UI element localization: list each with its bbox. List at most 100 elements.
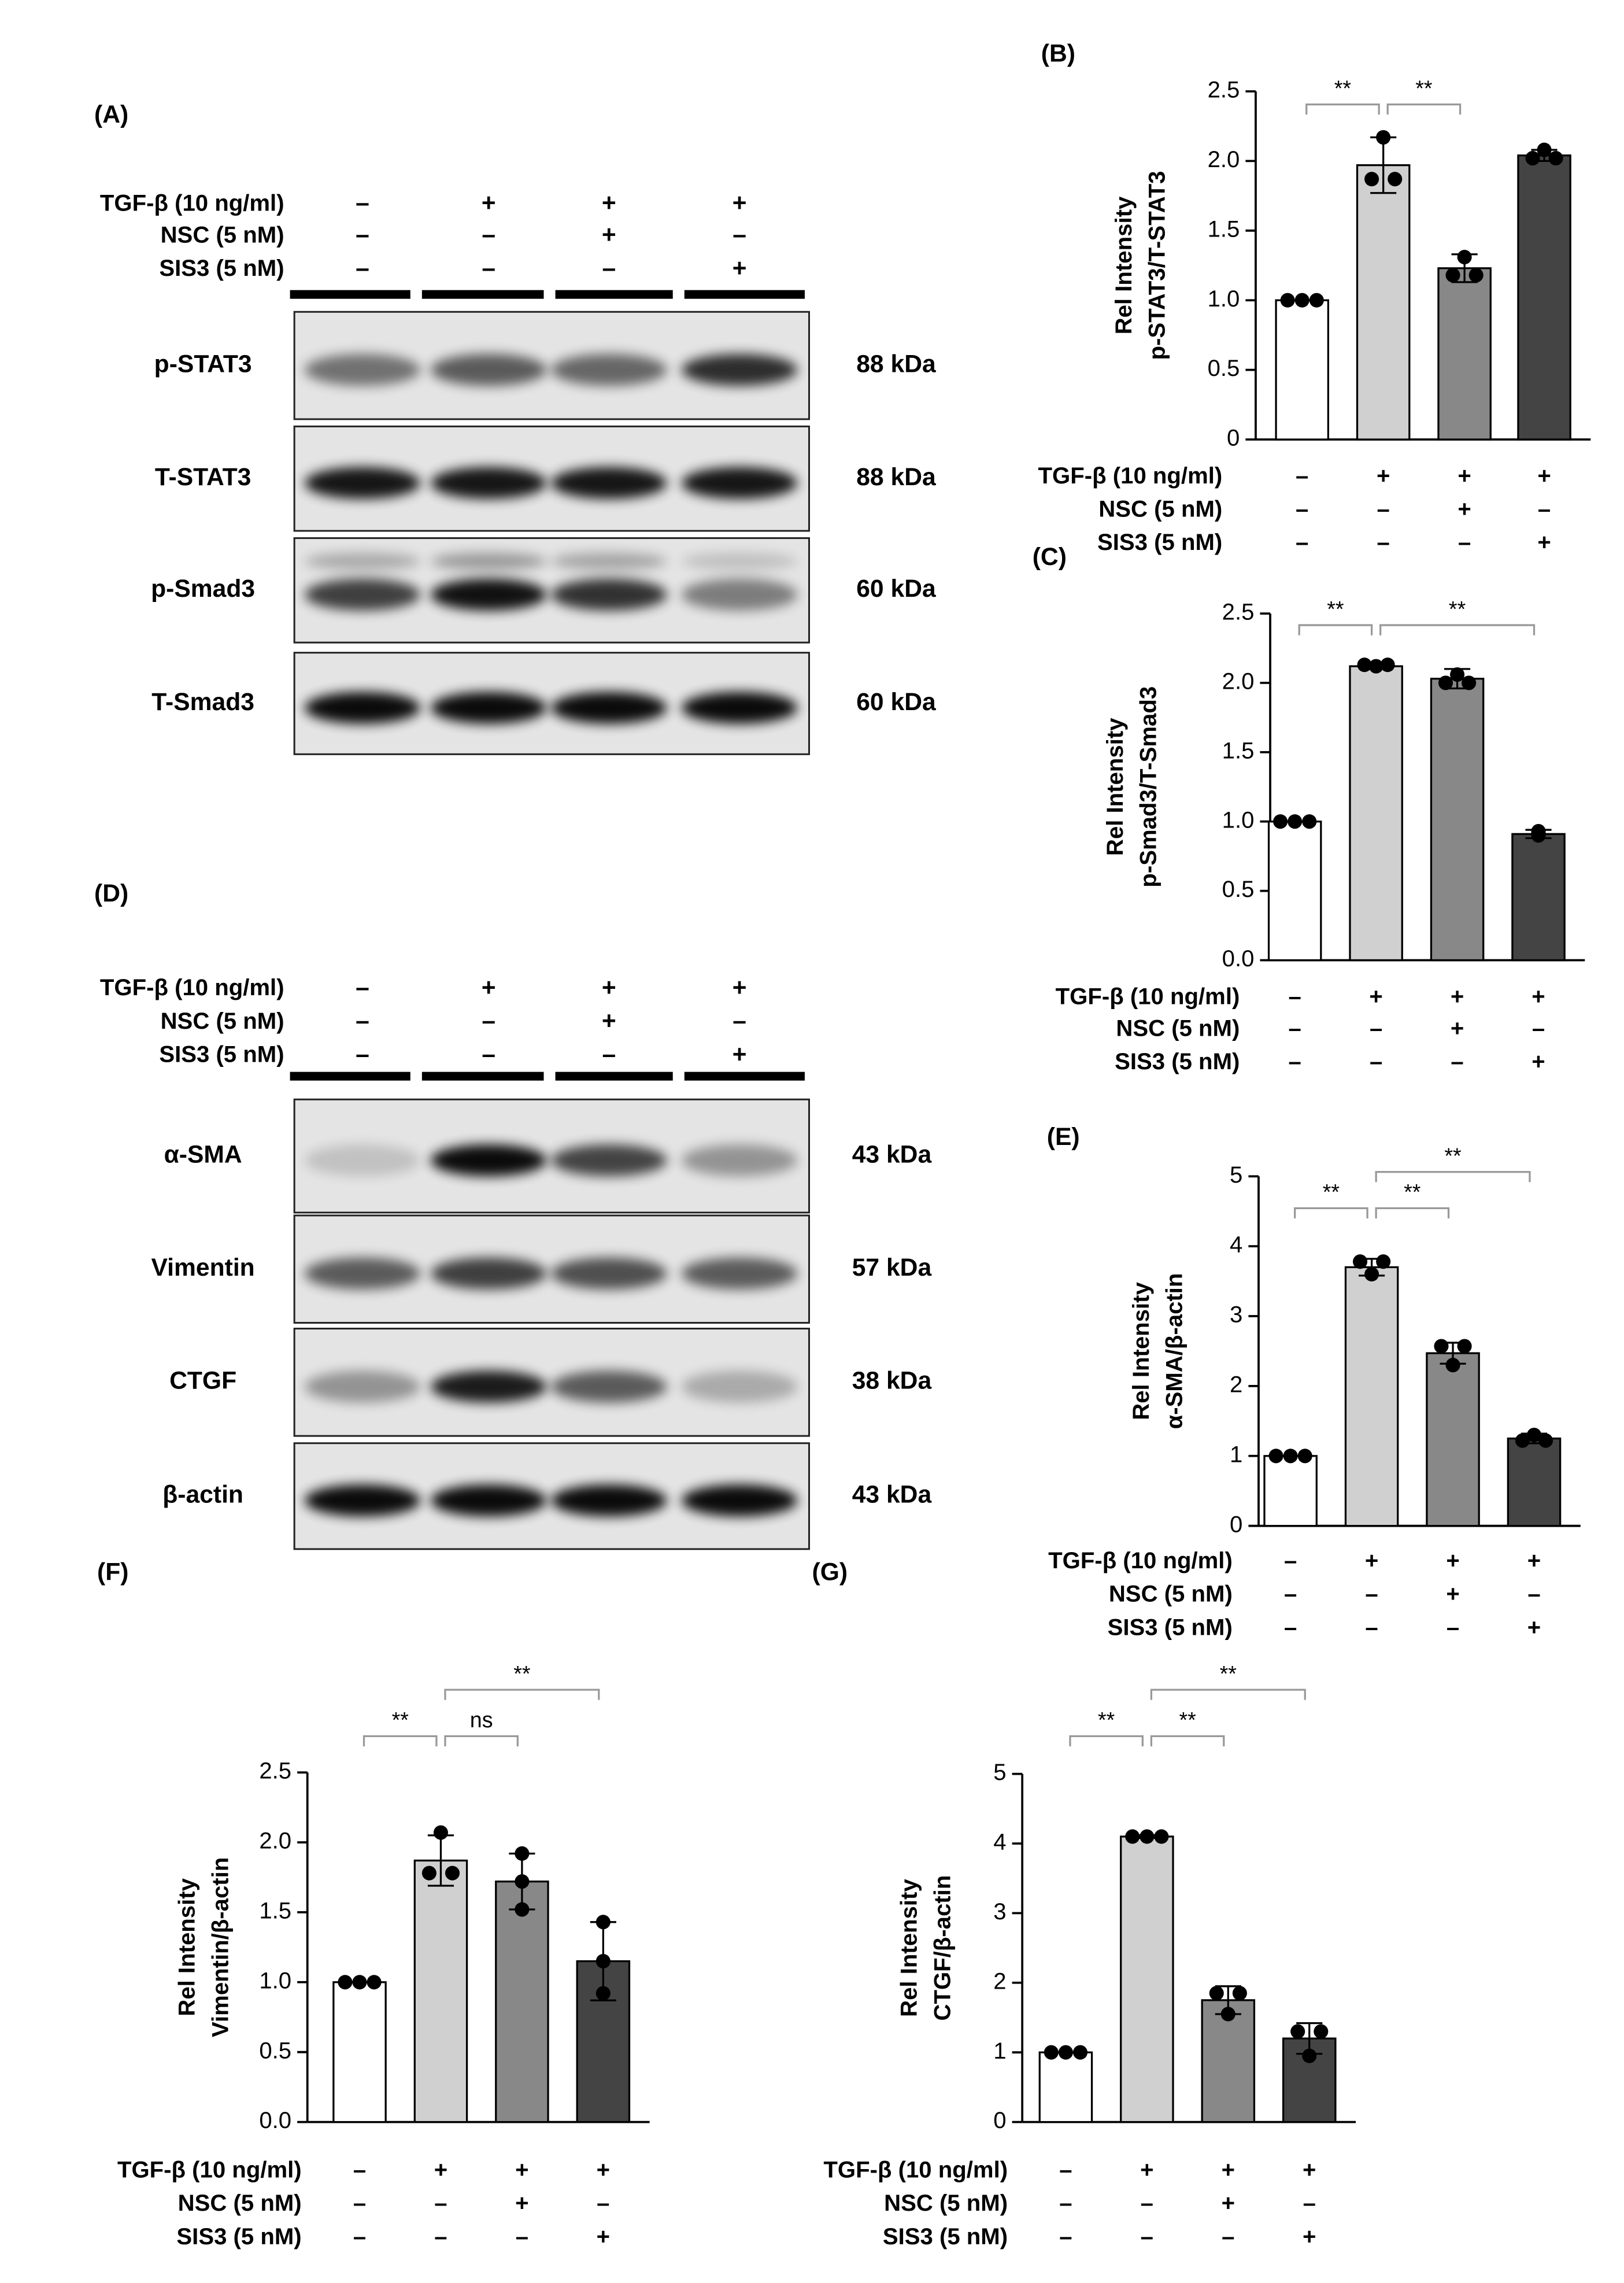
band xyxy=(681,1370,798,1403)
condition-sign: – xyxy=(1365,1614,1378,1640)
condition-sign: + xyxy=(1365,1547,1378,1573)
band-label: p-STAT3 xyxy=(154,350,252,378)
data-point xyxy=(1154,1829,1169,1844)
panel-label: (C) xyxy=(1033,543,1067,571)
lane-bar xyxy=(290,1072,410,1081)
condition-sign: – xyxy=(597,2190,609,2216)
y-tick-label: 1 xyxy=(993,2038,1006,2064)
treatment-sign: – xyxy=(733,221,746,249)
data-point xyxy=(595,1986,611,2001)
condition-sign: – xyxy=(516,2223,528,2249)
data-point xyxy=(1537,142,1552,157)
treatment-label: TGF-β (10 ng/ml) xyxy=(100,190,284,216)
data-point xyxy=(1288,814,1303,829)
data-point xyxy=(1380,657,1395,673)
lane-bar xyxy=(555,290,673,299)
y-tick-label: 3 xyxy=(993,1898,1006,1924)
treatment-sign: – xyxy=(482,1040,495,1068)
treatment-label: TGF-β (10 ng/ml) xyxy=(100,974,284,1000)
data-point xyxy=(1273,814,1288,829)
condition-sign: – xyxy=(1458,529,1471,555)
condition-sign: + xyxy=(1527,1547,1541,1573)
band-size: 88 kDa xyxy=(856,350,936,378)
condition-sign: – xyxy=(1141,2223,1153,2249)
chart: (E) Rel Intensity α-SMA/β-actin 0 1 2 3 4 5 ** ** *… xyxy=(1047,1123,1581,1640)
treatment-sign: + xyxy=(602,1007,616,1035)
significance-label: ** xyxy=(392,1708,409,1732)
condition-sign: – xyxy=(1289,1048,1301,1074)
bar xyxy=(1267,821,1322,962)
y-tick-label: 0 xyxy=(1227,425,1240,451)
data-point xyxy=(1515,1433,1530,1448)
y-tick-label: 2.5 xyxy=(1222,599,1255,625)
condition-sign: – xyxy=(1284,1581,1297,1607)
significance-label: ** xyxy=(1179,1708,1196,1732)
data-point xyxy=(1302,2048,1317,2063)
treatment-sign: + xyxy=(602,189,616,217)
condition-sign: + xyxy=(1446,1581,1459,1607)
data-point xyxy=(1058,2045,1073,2060)
band xyxy=(681,1484,798,1517)
y-tick-label: 2.5 xyxy=(259,1758,291,1784)
treatment-sign: – xyxy=(356,189,369,217)
bar xyxy=(413,1859,468,2123)
data-point xyxy=(1125,1829,1140,1844)
condition-sign: – xyxy=(1289,1015,1301,1041)
significance-label: ** xyxy=(1327,597,1344,621)
y-axis-label: Vimentin/β-actin xyxy=(207,1857,233,2037)
condition-sign: – xyxy=(1059,2156,1072,2182)
data-point xyxy=(421,1865,436,1881)
y-tick-label: 0.0 xyxy=(259,2107,291,2133)
treatment-sign: – xyxy=(602,254,616,282)
y-tick-label: 1.0 xyxy=(1208,286,1240,312)
condition-sign: – xyxy=(1447,1614,1459,1640)
y-tick-label: 2.0 xyxy=(1208,146,1240,172)
lane-bar xyxy=(421,1072,544,1081)
y-tick-label: 1.0 xyxy=(259,1967,291,1993)
data-point xyxy=(1364,1266,1379,1281)
condition-sign: – xyxy=(353,2223,366,2249)
band xyxy=(551,1144,667,1177)
treatment-label: NSC (5 nM) xyxy=(161,221,284,247)
y-tick-label: 2 xyxy=(993,1968,1006,1994)
y-axis-label: Rel Intensity xyxy=(1128,1281,1154,1420)
condition-label: SIS3 (5 nM) xyxy=(883,2223,1008,2249)
treatment-sign: – xyxy=(733,1007,746,1035)
treatment-sign: – xyxy=(482,254,495,282)
significance-label: ** xyxy=(1449,597,1466,621)
condition-sign: + xyxy=(1451,983,1464,1009)
condition-sign: – xyxy=(1296,463,1308,489)
band xyxy=(430,1484,547,1517)
condition-sign: – xyxy=(1527,1581,1540,1607)
y-tick-label: 1 xyxy=(1230,1441,1242,1467)
data-point xyxy=(1072,2045,1088,2060)
band xyxy=(430,1144,547,1177)
data-point xyxy=(1309,293,1324,308)
band xyxy=(430,692,547,724)
condition-sign: + xyxy=(434,2156,447,2182)
condition-sign: + xyxy=(1303,2156,1316,2182)
condition-sign: – xyxy=(1377,496,1390,522)
y-tick-label: 0 xyxy=(1230,1511,1242,1537)
data-point xyxy=(515,1846,530,1861)
band xyxy=(304,1370,421,1403)
significance-bracket xyxy=(1375,1207,1450,1218)
data-point xyxy=(1376,130,1391,145)
band xyxy=(430,467,547,499)
band xyxy=(681,1144,798,1177)
data-point xyxy=(1232,1986,1247,2001)
condition-sign: – xyxy=(353,2190,366,2216)
y-tick-label: 5 xyxy=(1230,1162,1242,1188)
condition-label: SIS3 (5 nM) xyxy=(1097,529,1222,555)
condition-sign: + xyxy=(1457,496,1471,522)
condition-sign: + xyxy=(1303,2223,1316,2249)
band xyxy=(551,1370,667,1403)
data-point xyxy=(1364,172,1379,187)
condition-sign: + xyxy=(1377,463,1390,489)
treatment-sign: + xyxy=(733,974,747,1002)
panel-label: (E) xyxy=(1047,1123,1080,1151)
band xyxy=(681,692,798,724)
panel-label: (B) xyxy=(1041,40,1075,68)
